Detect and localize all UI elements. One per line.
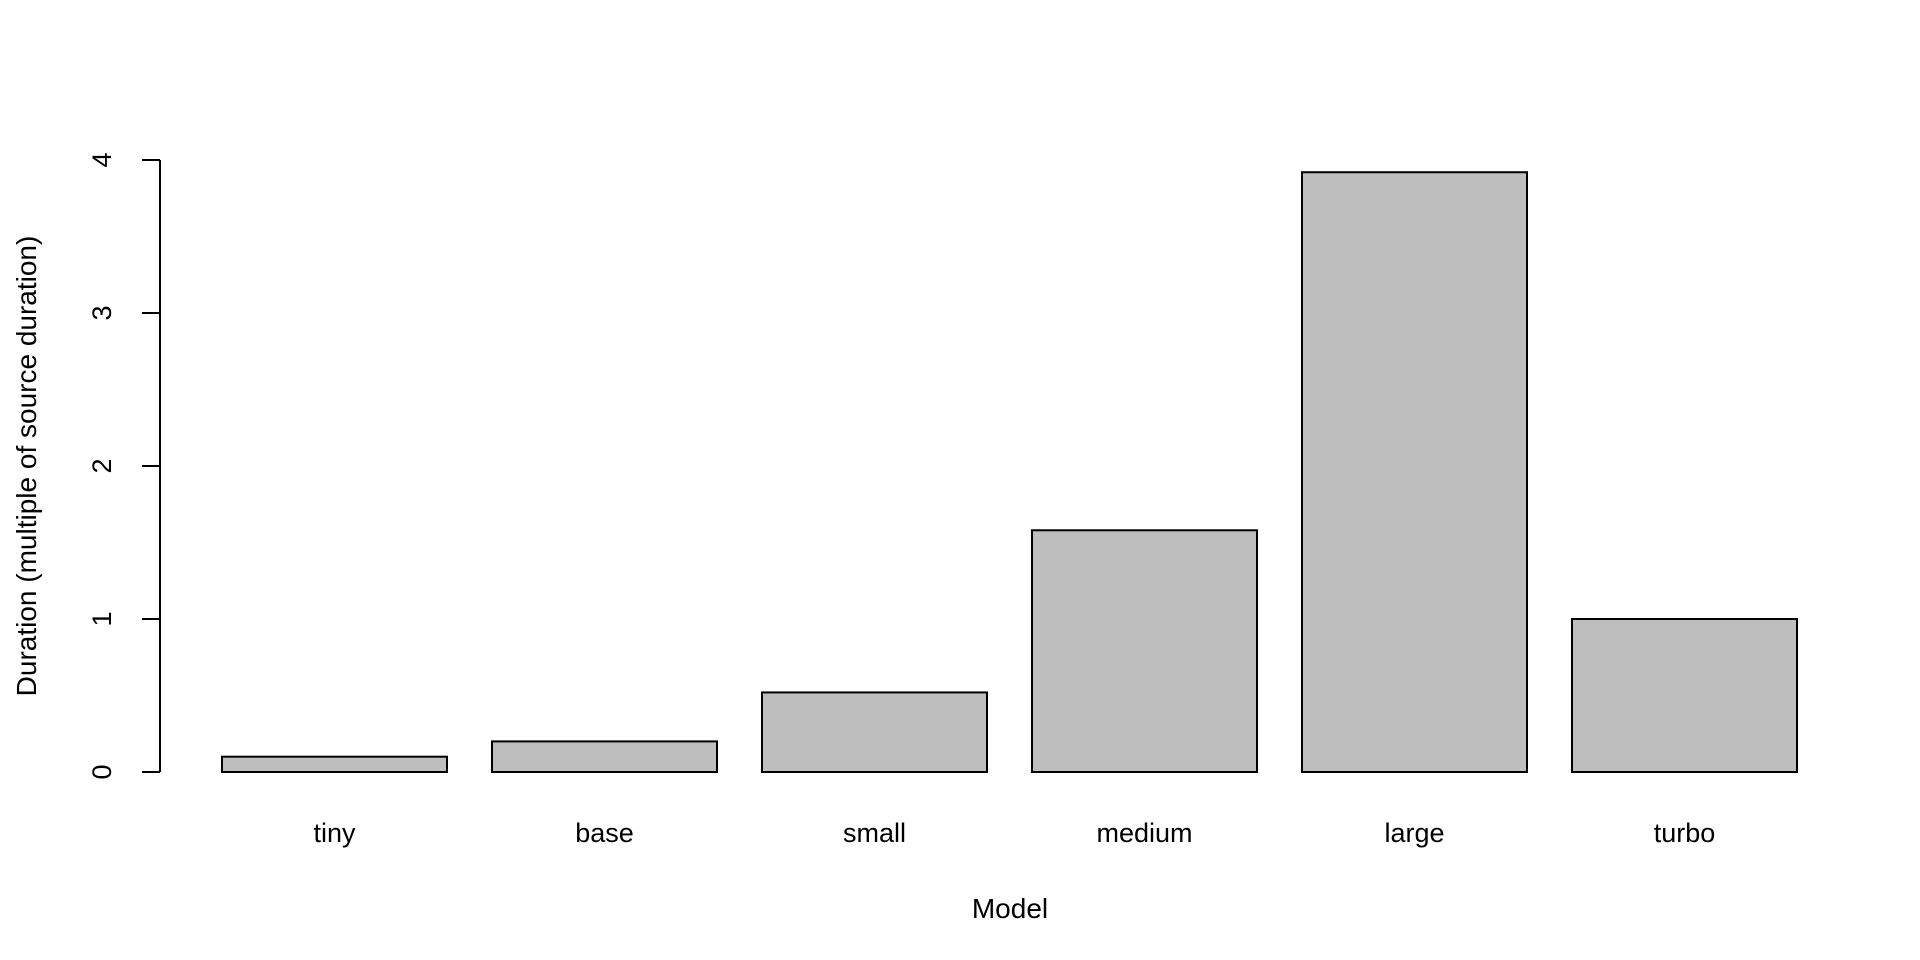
bar-medium — [1031, 529, 1258, 774]
y-tick-label-1: 1 — [87, 611, 117, 626]
y-tick-label-2: 2 — [87, 458, 117, 473]
x-tick-label-turbo: turbo — [1654, 818, 1716, 848]
x-tick-label-small: small — [843, 818, 906, 848]
x-tick-label-medium: medium — [1096, 818, 1192, 848]
y-tick-label-0: 0 — [87, 764, 117, 779]
y-axis: 0 1 2 3 4 — [87, 152, 161, 780]
x-tick-labels: tiny base small medium large turbo — [313, 818, 1715, 848]
y-axis-title: Duration (multiple of source duration) — [11, 236, 42, 697]
bar-base — [491, 740, 718, 774]
bar-small — [761, 691, 988, 773]
y-ticks: 0 1 2 3 4 — [87, 152, 160, 780]
x-tick-label-base: base — [575, 818, 634, 848]
y-tick-label-3: 3 — [87, 305, 117, 320]
x-tick-label-tiny: tiny — [313, 818, 356, 848]
bars-group — [221, 171, 1798, 774]
x-axis-title: Model — [972, 893, 1048, 924]
bar-tiny — [221, 755, 448, 774]
bar-large — [1301, 171, 1528, 774]
y-tick-label-4: 4 — [87, 152, 117, 167]
bar-turbo — [1571, 618, 1798, 773]
x-tick-label-large: large — [1384, 818, 1444, 848]
